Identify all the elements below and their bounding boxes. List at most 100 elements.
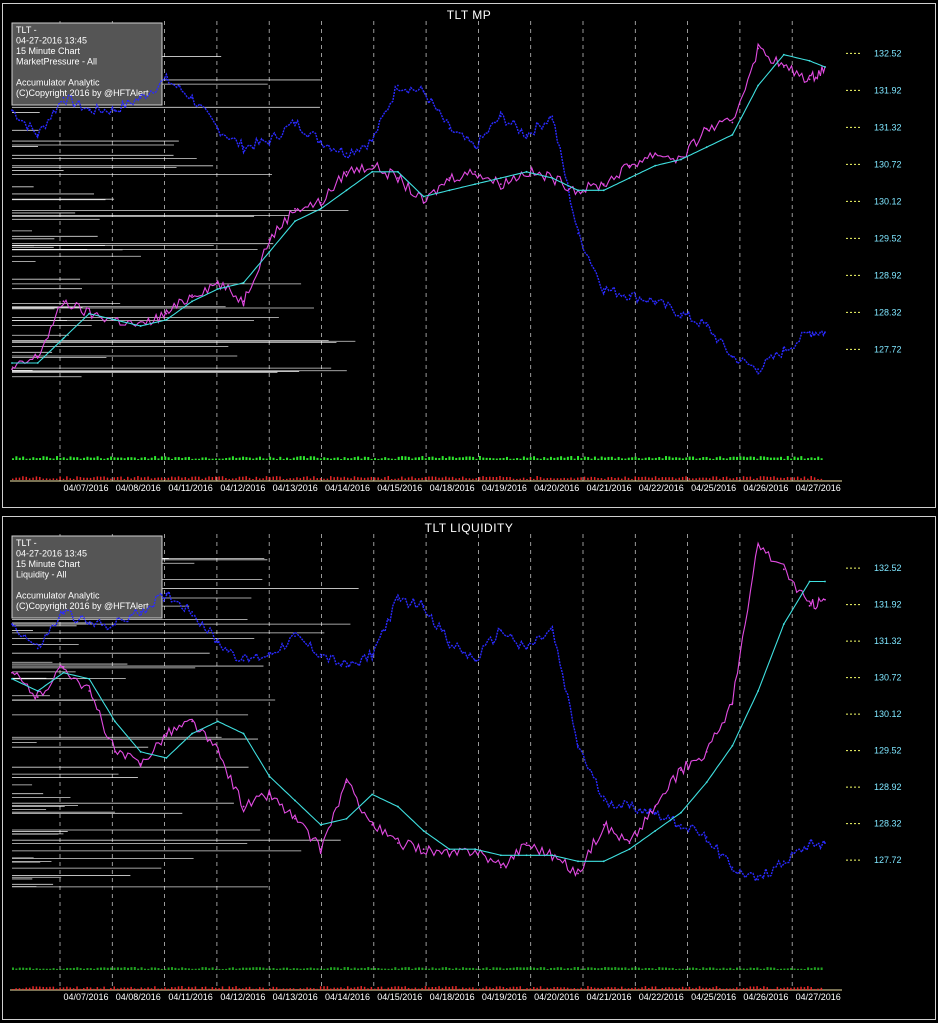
sell-volume-bar [130,986,132,990]
volume-bar [147,458,150,460]
sell-volume-bar [154,986,156,990]
sell-volume-bar [265,476,268,480]
sell-volume-bar [705,477,708,480]
volume-bar [154,456,157,460]
volume-bar [401,967,404,970]
indicator-point [602,183,605,186]
volume-bar [316,457,319,460]
volume-bar [482,968,485,970]
volume-bar [245,967,248,970]
volume-bar [215,968,217,970]
volume-bar [252,458,255,460]
sell-volume-bar [549,477,552,480]
tlt-mp-panel: TLT MP 04/07/2016 04/08/2016 04/11/2016 04/1… [2,3,936,508]
volume-bar [72,967,75,970]
volume-bar [800,456,803,460]
sell-volume-bar [712,987,714,990]
info-line: (C)Copyright 2016 by @HFTAlert [16,601,149,611]
price-point [422,90,425,93]
sell-volume-bar [198,476,200,480]
average-point [448,189,451,192]
average-point [628,177,631,179]
sell-volume-bar [377,986,379,990]
sell-volume-bar [208,988,210,990]
volume-bar [715,457,718,460]
indicator-point [628,842,631,844]
indicator-point [371,164,374,167]
volume-bar [796,457,799,460]
sell-volume-bar [272,986,275,990]
sell-volume-bar [461,476,464,480]
sell-volume-bar [583,476,586,480]
price-point [499,115,502,118]
volume-bar [512,967,515,970]
average-point [345,189,348,192]
sell-volume-bar [238,988,241,990]
volume-bar [577,456,580,460]
sell-volume-bar [286,988,288,990]
price-point [782,349,785,352]
indicator-point [165,732,168,735]
sell-volume-bar [201,986,203,990]
sell-volume-bar [600,988,603,990]
price-point [525,647,528,650]
volume-bar [712,967,715,970]
sell-volume-bar [573,988,576,990]
sell-volume-bar [604,987,606,990]
indicator-point [782,568,785,571]
volume-bar [346,458,349,460]
volume-bar [79,458,82,460]
sell-volume-bar [458,478,461,480]
volume-bar [25,967,28,970]
volume-bar [468,456,471,460]
sell-volume-bar [820,987,823,990]
volume-bar [248,457,251,460]
volume-bar [167,967,170,970]
sell-volume-bar [120,987,122,990]
sell-volume-bar [732,478,735,480]
volume-bar [160,968,163,970]
volume-bar [634,967,637,970]
sell-volume-bar [390,986,393,990]
sell-volume-bar [127,476,129,480]
sell-volume-bar [817,478,819,480]
sell-volume-bar [39,476,41,480]
volume-bar [272,457,275,460]
sell-volume-bar [796,476,799,480]
sell-volume-bar [96,987,99,990]
average-point [62,337,65,340]
average-point [448,848,451,851]
volume-bar [766,967,769,970]
volume-bar [130,967,133,970]
indicator-point [191,720,193,723]
sell-volume-bar [807,986,809,990]
average-point [36,690,39,692]
sell-volume-bar [522,477,525,480]
sell-volume-bar [15,988,17,990]
sell-volume-bar [451,476,454,480]
indicator-point [62,300,65,303]
volume-bar [289,968,292,970]
average-point [242,732,245,735]
sell-volume-bar [516,478,518,480]
sell-volume-bar [776,477,779,480]
info-line: 15 Minute Chart [16,559,81,569]
sell-volume-bar [482,987,484,990]
volume-bar [820,967,823,970]
sell-volume-bar [746,987,748,990]
sell-volume-bar [539,477,542,480]
x-tick-label: 04/12/2016 [220,483,265,493]
volume-bar [397,968,400,970]
sell-volume-bar [204,986,207,990]
price-point [705,836,708,838]
volume-bar [330,458,333,460]
sell-volume-bar [604,478,606,480]
volume-bar [759,968,762,970]
volume-bar [492,458,495,460]
indicator-point [577,872,579,875]
sell-volume-bar [45,987,48,990]
sell-volume-bar [309,478,312,480]
volume-bar [235,968,238,970]
volume-bar [32,968,35,970]
sell-volume-bar [225,988,227,990]
